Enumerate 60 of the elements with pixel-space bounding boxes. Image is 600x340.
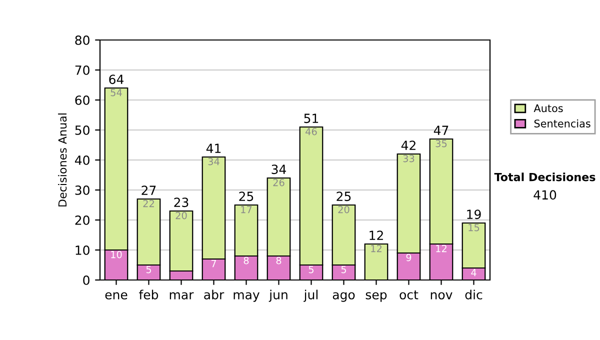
data-label: 12 bbox=[436, 244, 446, 252]
x-tick-label: jul bbox=[304, 290, 318, 302]
total-label: 34 bbox=[272, 164, 286, 174]
data-label: 8 bbox=[244, 256, 249, 264]
data-label: 35 bbox=[436, 140, 447, 148]
data-label: 5 bbox=[146, 266, 151, 274]
x-tick-label: sep bbox=[366, 292, 387, 302]
data-label: 5 bbox=[341, 266, 346, 274]
data-label: 5 bbox=[308, 266, 314, 274]
x-tick-label: may bbox=[234, 292, 260, 302]
x-tick-label: ago bbox=[332, 292, 355, 302]
y-tick-label: 40 bbox=[74, 155, 90, 165]
x-tick-label: ene bbox=[105, 292, 128, 300]
y-tick-label: 20 bbox=[75, 215, 90, 225]
y-tick-label: 70 bbox=[75, 65, 90, 75]
total-label: 19 bbox=[467, 210, 481, 220]
data-label: 33 bbox=[403, 154, 414, 162]
data-label: 20 bbox=[176, 212, 187, 220]
legend-label: Autos bbox=[534, 104, 563, 112]
data-label: 12 bbox=[371, 244, 382, 252]
total-label: 25 bbox=[239, 192, 254, 202]
data-label: 20 bbox=[338, 206, 350, 214]
total-label: 47 bbox=[434, 126, 448, 135]
y-axis-title: Decisiones Anual bbox=[58, 114, 67, 206]
data-label: 17 bbox=[241, 206, 252, 214]
total-label: 51 bbox=[304, 114, 318, 124]
x-tick-label: oct bbox=[400, 290, 418, 300]
data-label: 46 bbox=[306, 128, 317, 136]
x-tick-label: feb bbox=[139, 290, 158, 300]
data-label: 4 bbox=[471, 268, 476, 276]
y-tick-label: 50 bbox=[75, 125, 90, 135]
data-label: 15 bbox=[468, 224, 480, 232]
x-tick-label: jun bbox=[268, 290, 288, 302]
total-label: 27 bbox=[142, 186, 156, 195]
data-label: 34 bbox=[208, 158, 220, 166]
data-label: 10 bbox=[111, 250, 122, 258]
y-tick-label: 30 bbox=[75, 185, 90, 195]
data-label: 26 bbox=[273, 178, 284, 186]
x-tick-label: nov bbox=[430, 292, 452, 300]
total-label: 41 bbox=[206, 144, 221, 153]
y-tick-label: 80 bbox=[75, 35, 90, 45]
total-label: 64 bbox=[109, 74, 124, 84]
text: Total Decisiones bbox=[494, 172, 596, 182]
legend-label: Sentencias bbox=[534, 119, 590, 128]
total-label: 12 bbox=[370, 230, 383, 240]
text: 410 bbox=[534, 190, 556, 200]
y-tick-label: 0 bbox=[83, 275, 90, 285]
y-tick-label: 60 bbox=[75, 95, 90, 105]
y-tick-label: 10 bbox=[76, 245, 90, 255]
x-tick-label: abr bbox=[204, 290, 224, 300]
data-label: 8 bbox=[276, 256, 282, 264]
data-label: 54 bbox=[110, 88, 122, 96]
total-label: 23 bbox=[174, 198, 188, 208]
data-label: 7 bbox=[211, 260, 216, 268]
total-label: 25 bbox=[336, 192, 351, 202]
total-label: 42 bbox=[401, 140, 416, 150]
data-label: 9 bbox=[406, 254, 412, 262]
data-label: 22 bbox=[143, 200, 154, 208]
x-tick-label: dic bbox=[465, 290, 482, 300]
x-tick-label: mar bbox=[170, 292, 194, 300]
